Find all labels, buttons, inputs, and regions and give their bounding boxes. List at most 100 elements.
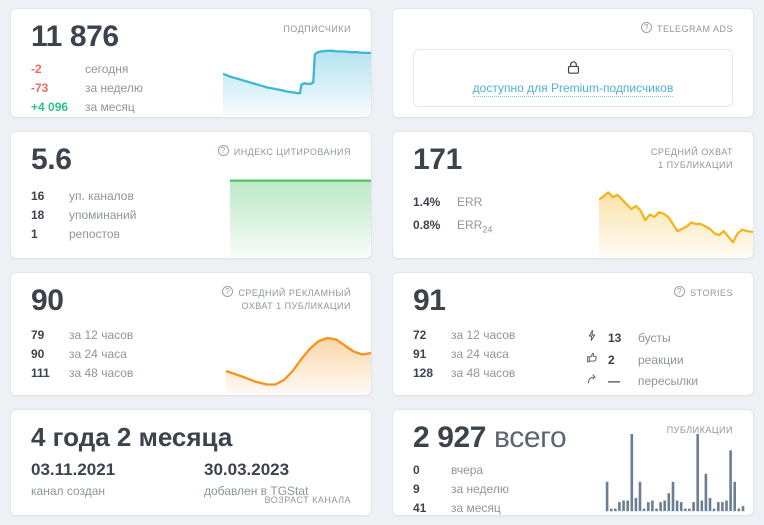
stat-row-24h: 90 за 24 часа	[31, 348, 133, 361]
stat-value: 18	[31, 208, 45, 222]
stat-row-yesterday: 0 вчера	[413, 464, 509, 477]
citation-index-sparkline	[230, 172, 371, 258]
stat-label: ERR24	[457, 219, 492, 236]
stat-label: за 24 часа	[69, 347, 127, 361]
help-icon[interactable]: ?	[217, 145, 229, 156]
stat-label: бусты	[638, 331, 671, 345]
avg-ad-reach-value: 90	[31, 284, 64, 317]
subscribers-card: 11 876 ПОДПИСЧИКИ -2 сегодня -73 за неде…	[10, 8, 372, 118]
stat-label: упоминаний	[69, 208, 137, 222]
channel-age-card: 4 года 2 месяца 03.11.2021 канал создан …	[10, 409, 372, 516]
subscribers-count: 11 876	[31, 20, 119, 53]
help-icon[interactable]: ?	[222, 286, 234, 297]
stat-value: 0.8%	[413, 218, 441, 232]
citation-index-stats: 16 уп. каналов 18 упоминаний 1 репостов	[31, 190, 136, 247]
channel-created-block: 03.11.2021 канал создан	[31, 460, 115, 498]
stat-value: 128	[413, 366, 434, 380]
stat-row-week: -73 за неделю	[31, 82, 143, 95]
stat-row-forwards: — пересылки	[586, 373, 698, 388]
stat-value: 16	[31, 189, 45, 203]
avg-ad-reach-header-label: СРЕДНИЙ РЕКЛАМНЫЙ ОХВАТ 1 ПУБЛИКАЦИИ	[238, 287, 351, 313]
stories-card: 91 ? STORIES 72 за 12 часов 91 за 24 час…	[392, 272, 754, 396]
stat-value: -73	[31, 81, 49, 95]
premium-subscription-link[interactable]: доступно для Premium-подписчиков	[472, 81, 674, 97]
publications-bar-chart	[605, 430, 745, 512]
stat-label: за неделю	[451, 482, 509, 496]
avg-reach-stats: 1.4% ERR 0.8% ERR24	[413, 196, 492, 242]
stat-row-reactions: 2 реакции	[586, 351, 698, 367]
publications-total: 2 927 всего	[413, 421, 567, 455]
publications-header: ПУБЛИКАЦИИ	[667, 424, 733, 437]
header-line2: ОХВАТ 1 ПУБЛИКАЦИИ	[241, 301, 351, 312]
avg-reach-header: СРЕДНИЙ ОХВАТ 1 ПУБЛИКАЦИИ	[651, 146, 733, 172]
subscribers-header-label: ПОДПИСЧИКИ	[283, 24, 351, 34]
boost-icon	[586, 329, 601, 342]
stat-label: реакции	[638, 353, 684, 367]
telegram-ads-card: ? TELEGRAM ADS доступно для Premium-подп…	[392, 8, 754, 118]
stat-value: 1.4%	[413, 195, 441, 209]
stat-value: 9	[413, 482, 420, 496]
stat-row-mentions: 18 упоминаний	[31, 209, 136, 222]
header-line1: СРЕДНИЙ РЕКЛАМНЫЙ	[238, 288, 351, 298]
stat-value: 1	[31, 227, 38, 241]
publications-count: 2 927	[413, 421, 487, 454]
citation-index-header-label: ИНДЕКС ЦИТИРОВАНИЯ	[233, 147, 351, 157]
added-to-tgstat-label: добавлен в TGStat	[204, 484, 309, 498]
stat-row-48h: 128 за 48 часов	[413, 367, 515, 380]
stat-label: репостов	[69, 227, 120, 241]
stat-label: пересылки	[638, 374, 699, 388]
stat-label: за месяц	[85, 100, 135, 114]
telegram-ads-header: ? TELEGRAM ADS	[640, 22, 733, 36]
stat-value: 91	[413, 347, 427, 361]
channel-age-value: 4 года 2 месяца	[31, 422, 233, 452]
stat-label: за 48 часов	[451, 366, 516, 380]
stat-label: за 48 часов	[69, 366, 134, 380]
stat-label: уп. каналов	[69, 189, 134, 203]
avg-ad-reach-header: ? СРЕДНИЙ РЕКЛАМНЫЙ ОХВАТ 1 ПУБЛИКАЦИИ	[222, 286, 351, 313]
avg-ad-reach-stats: 79 за 12 часов 90 за 24 часа 111 за 48 ч…	[31, 329, 133, 386]
stat-row-month: 41 за месяц	[413, 502, 509, 515]
stat-label: за 24 часа	[451, 347, 509, 361]
stat-label: за неделю	[85, 81, 143, 95]
stat-value: -2	[31, 62, 42, 76]
channel-age-footer-label: ВОЗРАСТ КАНАЛА	[264, 495, 351, 505]
stat-row-channels: 16 уп. каналов	[31, 190, 136, 203]
err-sub: 24	[482, 224, 493, 235]
publications-header-label: ПУБЛИКАЦИИ	[666, 425, 733, 435]
stat-label: за месяц	[451, 501, 501, 515]
citation-index-card: 5.6 ? ИНДЕКС ЦИТИРОВАНИЯ 16 уп. каналов …	[10, 131, 372, 259]
stat-row-12h: 79 за 12 часов	[31, 329, 133, 342]
lock-icon	[567, 61, 579, 74]
publications-count-suffix: всего	[494, 421, 567, 454]
stories-value: 91	[413, 284, 446, 317]
telegram-ads-header-label: TELEGRAM ADS	[656, 24, 733, 34]
stat-label: сегодня	[85, 62, 129, 76]
help-icon[interactable]: ?	[674, 286, 686, 297]
stories-engagement-stats: 13 бусты 2 реакции — пересылки	[586, 329, 698, 394]
stat-row-48h: 111 за 48 часов	[31, 367, 133, 380]
added-to-tgstat-block: 30.03.2023 добавлен в TGStat	[204, 460, 308, 498]
stat-label: за 12 часов	[451, 328, 516, 342]
stat-label: вчера	[451, 463, 484, 477]
stat-value: 72	[413, 328, 427, 342]
thumb-up-icon	[586, 351, 601, 364]
publications-card: 2 927 всего ПУБЛИКАЦИИ 0 вчера 9 за неде…	[392, 409, 754, 516]
stories-header-label: STORIES	[690, 288, 733, 298]
help-icon[interactable]: ?	[640, 22, 652, 33]
avg-reach-sparkline	[598, 179, 753, 258]
stat-row-err24: 0.8% ERR24	[413, 219, 492, 236]
forward-icon	[586, 373, 601, 385]
stat-label: за 12 часов	[69, 328, 134, 342]
avg-reach-value: 171	[413, 143, 462, 176]
subscribers-sparkline	[222, 45, 371, 117]
avg-reach-card: 171 СРЕДНИЙ ОХВАТ 1 ПУБЛИКАЦИИ 1.4% ERR …	[392, 131, 754, 259]
added-to-tgstat-date: 30.03.2023	[204, 460, 290, 479]
stat-value: 13	[608, 331, 622, 345]
stories-header: ? STORIES	[674, 286, 733, 300]
stat-value: 90	[31, 347, 45, 361]
header-line1: СРЕДНИЙ ОХВАТ	[650, 147, 733, 157]
channel-created-label: канал создан	[31, 484, 106, 498]
stat-row-err: 1.4% ERR	[413, 196, 492, 209]
stat-row-week: 9 за неделю	[413, 483, 509, 496]
stat-row-boosts: 13 бусты	[586, 329, 698, 345]
